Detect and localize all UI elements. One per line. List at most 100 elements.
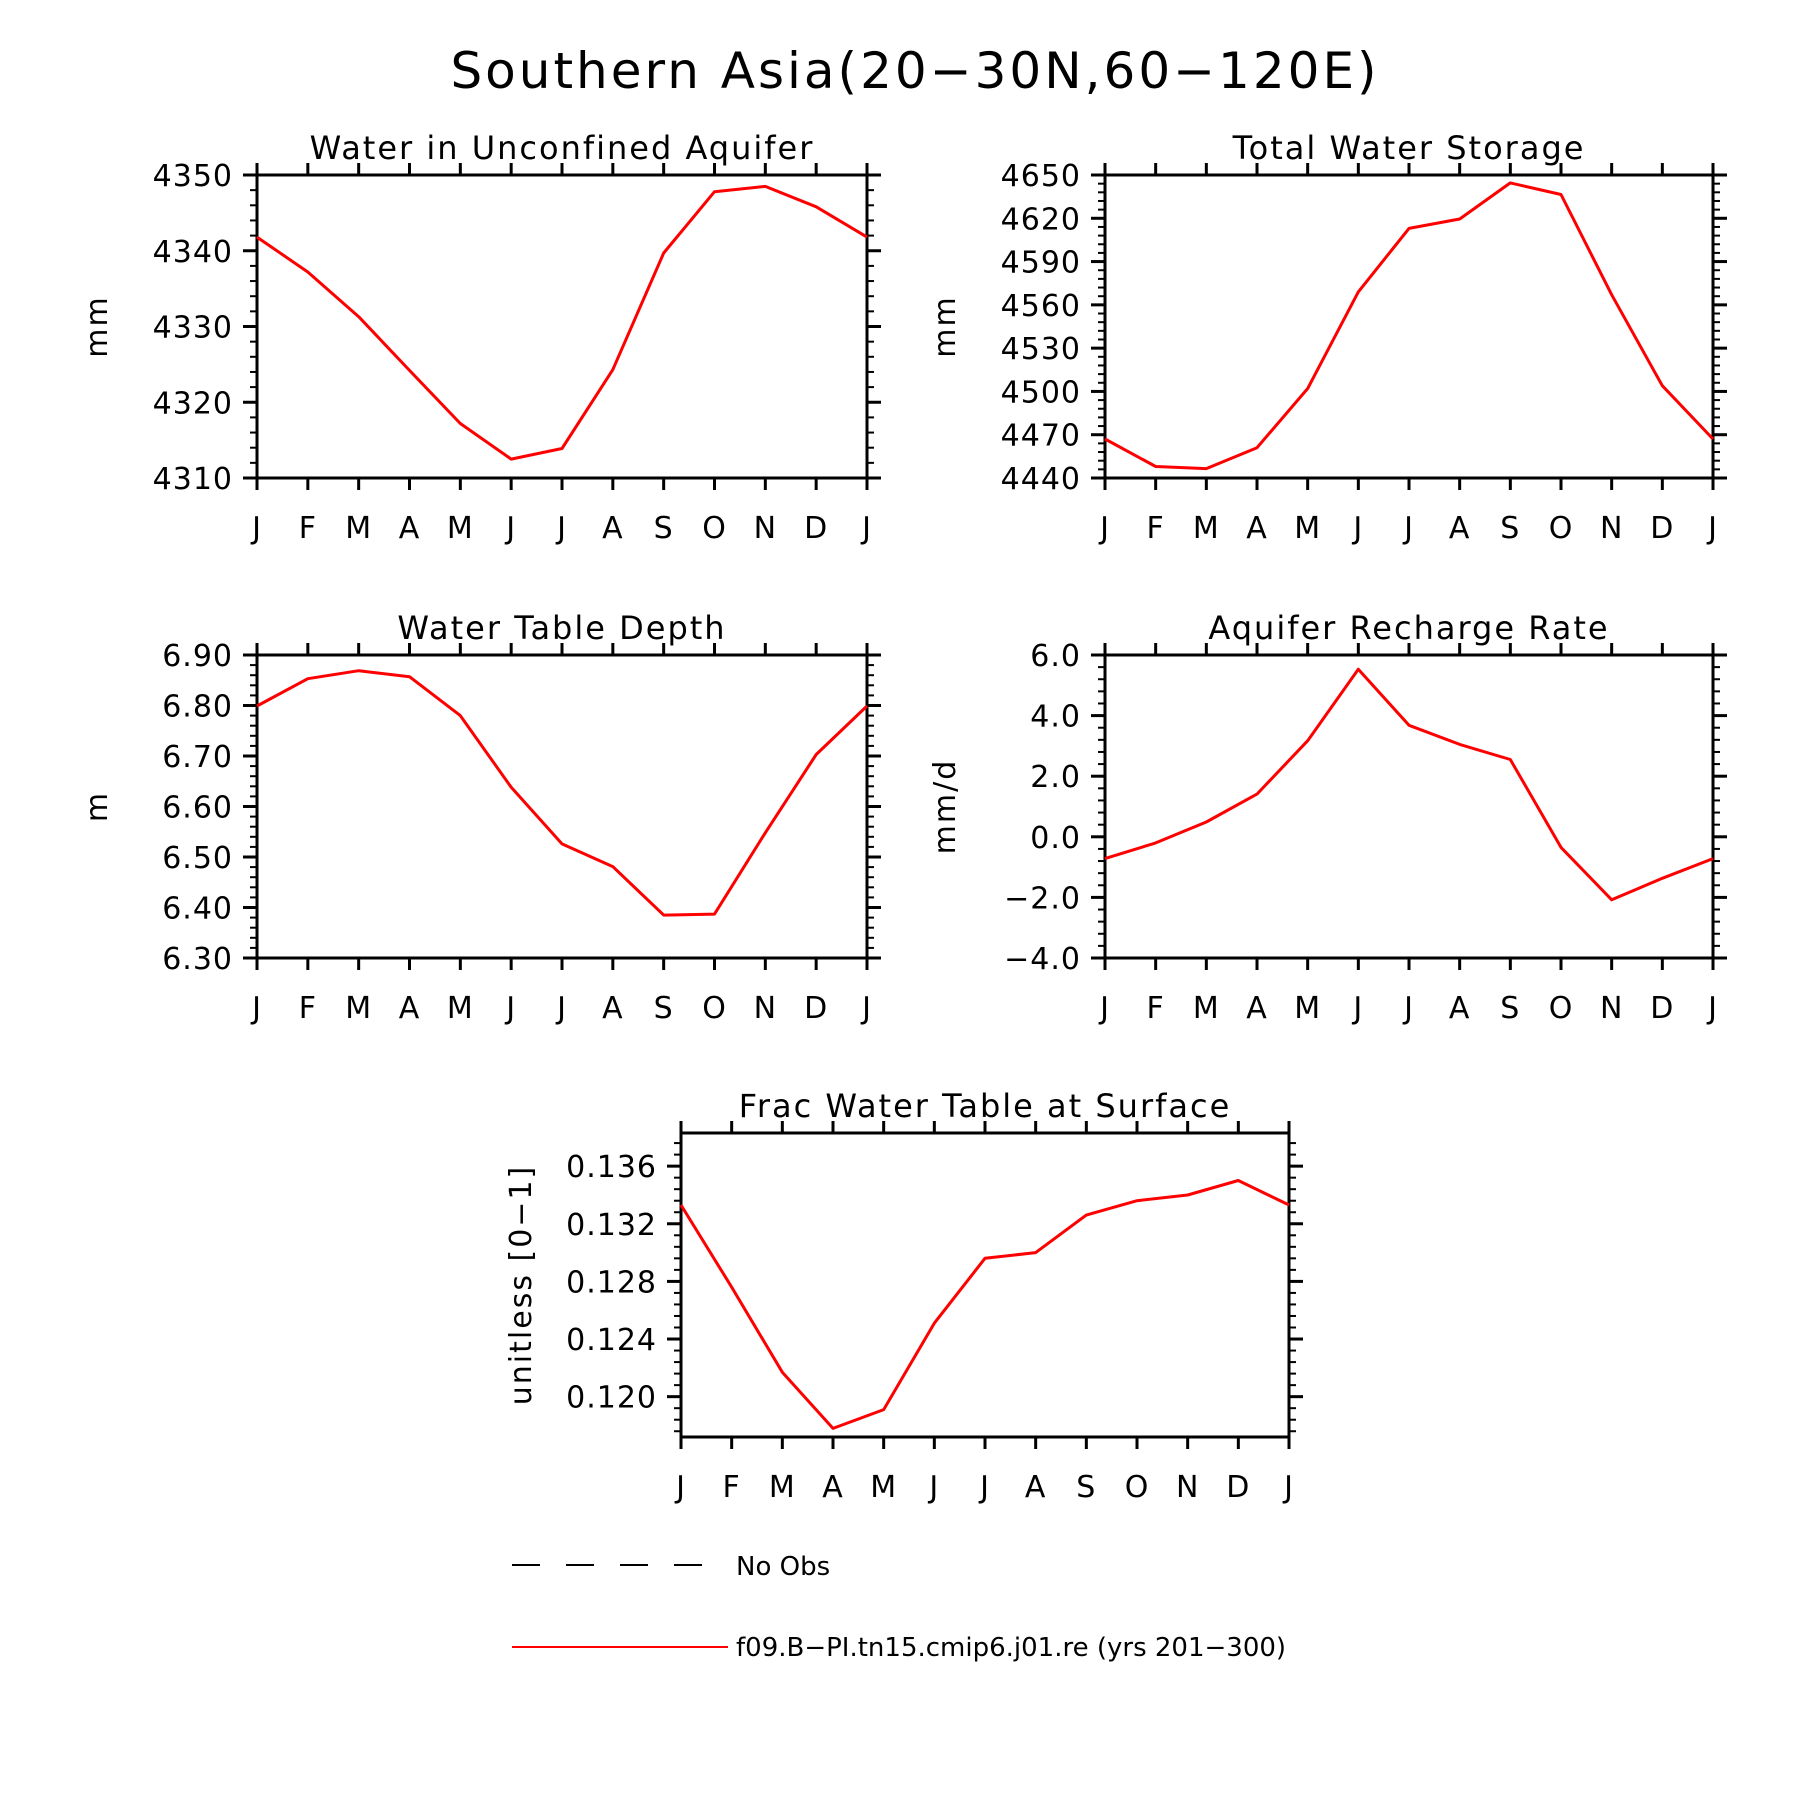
x-tick-label: J (674, 1470, 686, 1505)
x-tick-label: S (654, 511, 674, 546)
x-tick-label: J (1402, 991, 1414, 1026)
y-tick-label: 0.128 (566, 1265, 657, 1300)
series-line (256, 184, 868, 461)
y-axis-label: unitless [0−1] (504, 1165, 539, 1405)
panel-title: Total Water Storage (1232, 129, 1586, 167)
x-tick-label: N (1600, 511, 1623, 546)
x-tick-label: F (1147, 991, 1165, 1026)
plot-frame (255, 173, 869, 480)
x-tick-label: A (602, 991, 624, 1026)
legend-obs-label: No Obs (736, 1552, 830, 1582)
x-tick-label: M (870, 1470, 897, 1505)
y-tick-label: 6.50 (162, 841, 233, 876)
x-tick-label: J (1098, 511, 1110, 546)
x-tick-label: A (1025, 1470, 1047, 1505)
x-tick-label: A (1449, 991, 1471, 1026)
x-tick-label: J (1098, 991, 1110, 1026)
y-tick-label: 4650 (1001, 159, 1081, 194)
x-tick-label: F (723, 1470, 741, 1505)
legend: No Obs f09.B−PI.tn15.cmip6.j01.re (yrs 2… (512, 1552, 1286, 1663)
y-tick-label: −2.0 (1004, 881, 1081, 916)
y-tick-label: 6.30 (162, 942, 233, 977)
y-tick-label: 6.80 (162, 690, 233, 725)
series-line (1104, 181, 1715, 471)
y-tick-label: −4.0 (1004, 942, 1081, 977)
x-tick-label: J (555, 511, 567, 546)
panel-title: Water Table Depth (397, 609, 726, 647)
main-title: Southern Asia(20−30N,60−120E) (450, 42, 1379, 100)
y-tick-label: 2.0 (1030, 760, 1081, 795)
y-tick-label: 6.40 (162, 892, 233, 927)
y-tick-label: 4500 (1001, 375, 1081, 410)
x-tick-label: A (399, 511, 421, 546)
x-tick-label: O (1549, 511, 1574, 546)
x-tick-label: J (555, 991, 567, 1026)
series-line (679, 1179, 1290, 1430)
y-axis-label: m (80, 791, 115, 822)
y-tick-label: 4560 (1001, 289, 1081, 324)
x-tick-label: J (504, 511, 516, 546)
x-tick-label: J (1282, 1470, 1294, 1505)
series-line (1104, 667, 1714, 902)
x-tick-label: D (804, 511, 828, 546)
x-tick-label: F (1147, 511, 1165, 546)
x-tick-label: S (654, 991, 674, 1026)
x-tick-label: A (602, 511, 624, 546)
panel-title: Water in Unconfined Aquifer (310, 129, 815, 167)
x-tick-label: M (345, 511, 372, 546)
y-tick-label: 4590 (1001, 246, 1081, 281)
x-tick-label: A (1246, 991, 1268, 1026)
x-tick-label: A (1449, 511, 1471, 546)
y-axis-label: mm/d (928, 759, 963, 855)
y-tick-label: 4350 (153, 159, 233, 194)
x-tick-label: J (927, 1470, 939, 1505)
y-tick-label: 0.132 (566, 1208, 657, 1243)
x-tick-label: J (1351, 511, 1363, 546)
plot-frame (1103, 173, 1715, 480)
x-tick-label: O (702, 991, 727, 1026)
x-tick-label: M (1294, 991, 1321, 1026)
y-tick-label: 4330 (153, 311, 233, 346)
y-tick-label: 4320 (153, 386, 233, 421)
x-tick-label: M (447, 511, 474, 546)
x-tick-label: A (1246, 511, 1268, 546)
y-tick-label: 0.0 (1030, 821, 1081, 856)
y-tick-label: 4620 (1001, 202, 1081, 237)
x-tick-label: M (1294, 511, 1321, 546)
x-tick-label: D (1226, 1470, 1250, 1505)
x-tick-label: J (860, 991, 872, 1026)
x-tick-label: D (1650, 511, 1674, 546)
x-tick-label: J (504, 991, 516, 1026)
panel-title: Frac Water Table at Surface (739, 1087, 1232, 1125)
x-tick-label: J (860, 511, 872, 546)
x-tick-label: O (702, 511, 727, 546)
x-tick-label: M (1193, 511, 1220, 546)
y-axis-label: mm (80, 295, 115, 357)
y-tick-label: 6.90 (162, 639, 233, 674)
x-tick-label: N (1176, 1470, 1199, 1505)
x-tick-label: A (399, 991, 421, 1026)
x-tick-label: M (769, 1470, 796, 1505)
x-tick-label: J (1402, 511, 1414, 546)
y-tick-label: 0.124 (566, 1323, 657, 1358)
x-tick-label: J (1706, 991, 1718, 1026)
panel-title: Aquifer Recharge Rate (1208, 609, 1609, 647)
y-tick-label: 0.136 (566, 1150, 657, 1185)
y-tick-label: 6.0 (1030, 639, 1081, 674)
x-tick-label: F (299, 991, 317, 1026)
x-tick-label: J (250, 991, 262, 1026)
y-tick-label: 4440 (1001, 462, 1081, 497)
x-tick-label: M (447, 991, 474, 1026)
x-tick-label: D (804, 991, 828, 1026)
x-tick-label: S (1500, 511, 1520, 546)
y-tick-label: 4.0 (1030, 700, 1081, 735)
x-tick-label: J (978, 1470, 990, 1505)
x-tick-label: N (1600, 991, 1623, 1026)
series-line (256, 669, 869, 917)
